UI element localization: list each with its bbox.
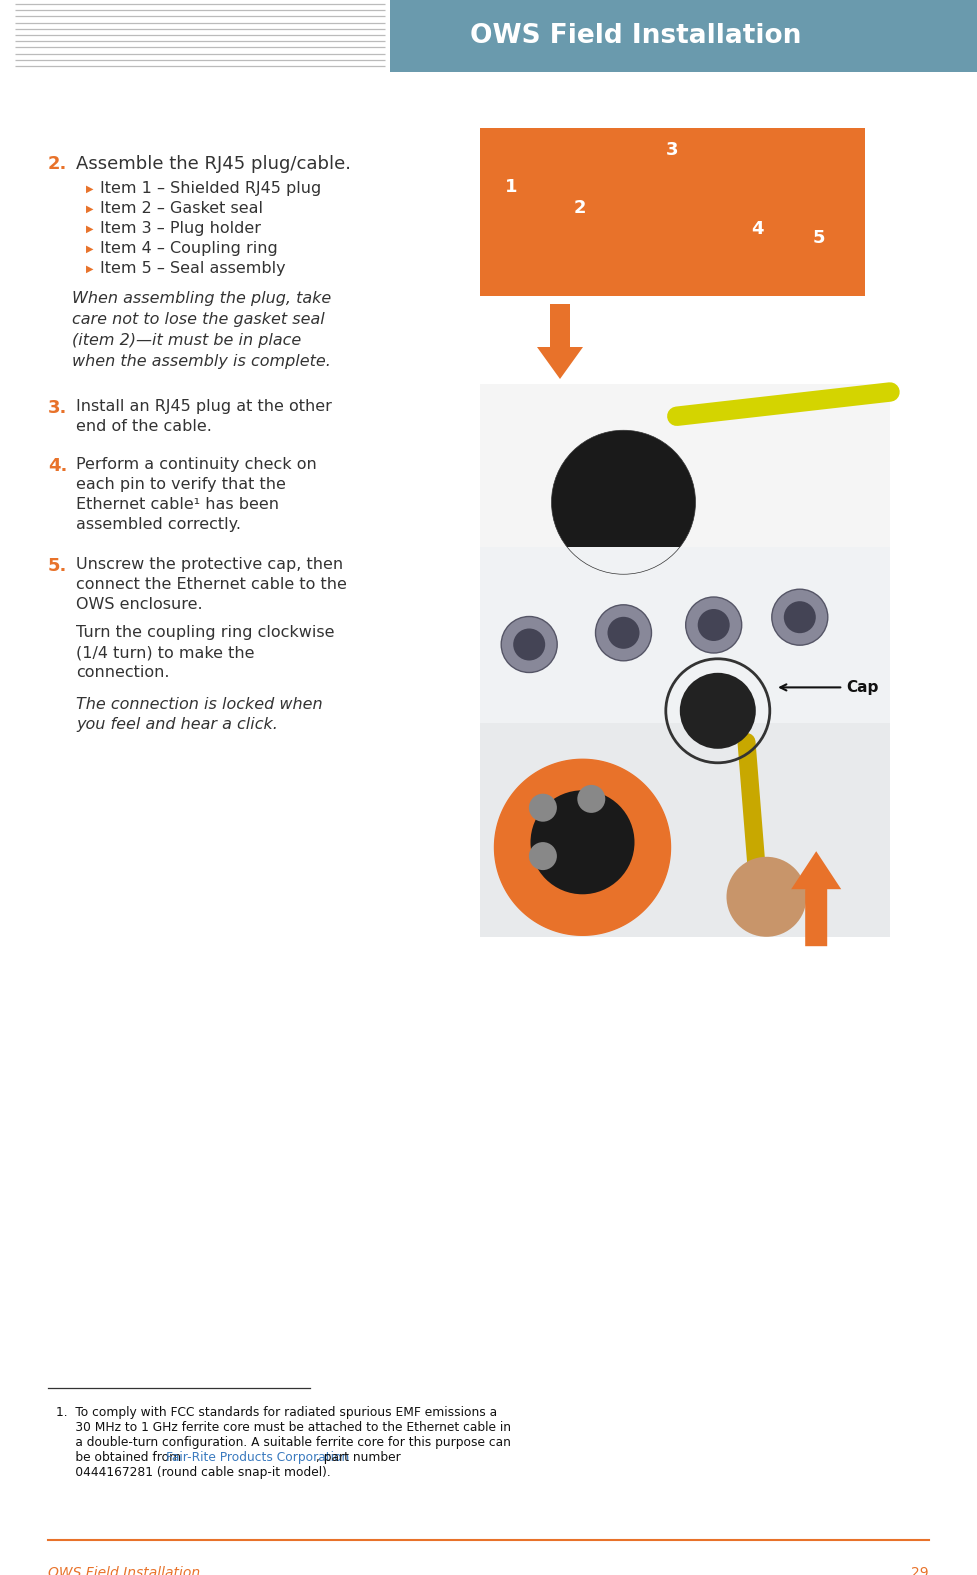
Text: Item 2 – Gasket seal: Item 2 – Gasket seal <box>100 202 263 216</box>
Circle shape <box>501 616 557 673</box>
Text: ▶: ▶ <box>86 184 94 194</box>
Text: be obtained from: be obtained from <box>56 1451 185 1465</box>
Text: care not to lose the gasket seal: care not to lose the gasket seal <box>72 312 324 328</box>
Bar <box>480 384 890 598</box>
Text: you feel and hear a click.: you feel and hear a click. <box>76 717 277 732</box>
Circle shape <box>727 857 806 937</box>
Text: connect the Ethernet cable to the: connect the Ethernet cable to the <box>76 576 347 592</box>
Text: Unscrew the protective cap, then: Unscrew the protective cap, then <box>76 558 343 572</box>
Text: 4: 4 <box>751 221 763 238</box>
Circle shape <box>698 610 730 641</box>
Circle shape <box>784 602 816 633</box>
Text: end of the cable.: end of the cable. <box>76 419 212 435</box>
Text: 3.: 3. <box>48 398 67 417</box>
Text: each pin to verify that the: each pin to verify that the <box>76 477 286 491</box>
Text: 2.: 2. <box>48 154 67 173</box>
Text: 1.  To comply with FCC standards for radiated spurious EMF emissions a: 1. To comply with FCC standards for radi… <box>56 1406 497 1419</box>
Bar <box>480 547 890 937</box>
Text: ▶: ▶ <box>86 244 94 254</box>
Text: 30 MHz to 1 GHz ferrite core must be attached to the Ethernet cable in: 30 MHz to 1 GHz ferrite core must be att… <box>56 1421 511 1433</box>
Text: when the assembly is complete.: when the assembly is complete. <box>72 354 331 369</box>
Text: 4.: 4. <box>48 457 67 476</box>
Circle shape <box>529 794 557 822</box>
Circle shape <box>680 673 756 748</box>
Text: Install an RJ45 plug at the other: Install an RJ45 plug at the other <box>76 398 332 414</box>
Circle shape <box>529 843 557 869</box>
Text: The connection is locked when: The connection is locked when <box>76 698 322 712</box>
FancyArrow shape <box>537 304 583 380</box>
Text: 0444167281 (round cable snap-it model).: 0444167281 (round cable snap-it model). <box>56 1466 331 1479</box>
Text: When assembling the plug, take: When assembling the plug, take <box>72 291 331 306</box>
Circle shape <box>531 791 634 895</box>
Circle shape <box>596 605 652 662</box>
Circle shape <box>608 617 640 649</box>
Text: ▶: ▶ <box>86 205 94 214</box>
Text: Item 1 – Shielded RJ45 plug: Item 1 – Shielded RJ45 plug <box>100 181 321 195</box>
FancyArrow shape <box>791 850 841 947</box>
Text: 3: 3 <box>666 142 679 159</box>
Text: OWS Field Installation: OWS Field Installation <box>470 24 801 49</box>
Circle shape <box>686 597 742 654</box>
Text: (1/4 turn) to make the: (1/4 turn) to make the <box>76 646 254 660</box>
Circle shape <box>551 430 696 575</box>
Bar <box>480 547 890 723</box>
Text: 1: 1 <box>504 178 517 197</box>
Bar <box>390 0 977 72</box>
Text: ▶: ▶ <box>86 224 94 235</box>
Circle shape <box>513 628 545 660</box>
Text: Item 4 – Coupling ring: Item 4 – Coupling ring <box>100 241 277 257</box>
Text: a double-turn configuration. A suitable ferrite core for this purpose can: a double-turn configuration. A suitable … <box>56 1436 511 1449</box>
Bar <box>480 128 865 296</box>
Polygon shape <box>494 759 670 936</box>
Text: OWS enclosure.: OWS enclosure. <box>76 597 202 613</box>
Text: 29: 29 <box>912 1566 929 1575</box>
Text: assembled correctly.: assembled correctly. <box>76 517 241 532</box>
Text: ▶: ▶ <box>86 265 94 274</box>
Circle shape <box>577 784 606 813</box>
Text: 5: 5 <box>813 228 825 247</box>
Text: , part number: , part number <box>316 1451 401 1465</box>
Text: Ethernet cable¹ has been: Ethernet cable¹ has been <box>76 498 279 512</box>
Text: Perform a continuity check on: Perform a continuity check on <box>76 457 317 472</box>
Text: Item 3 – Plug holder: Item 3 – Plug holder <box>100 221 261 236</box>
Text: Assemble the RJ45 plug/cable.: Assemble the RJ45 plug/cable. <box>76 154 351 173</box>
Text: Item 5 – Seal assembly: Item 5 – Seal assembly <box>100 261 285 276</box>
Text: connection.: connection. <box>76 665 169 680</box>
Text: 5.: 5. <box>48 558 67 575</box>
Text: OWS Field Installation: OWS Field Installation <box>48 1566 200 1575</box>
Text: (item 2)—it must be in place: (item 2)—it must be in place <box>72 332 301 348</box>
Text: Cap: Cap <box>781 680 878 695</box>
Text: 2: 2 <box>573 198 586 216</box>
Circle shape <box>772 589 828 646</box>
Text: Turn the coupling ring clockwise: Turn the coupling ring clockwise <box>76 625 334 639</box>
Text: Fair-Rite Products Corporation: Fair-Rite Products Corporation <box>166 1451 349 1465</box>
